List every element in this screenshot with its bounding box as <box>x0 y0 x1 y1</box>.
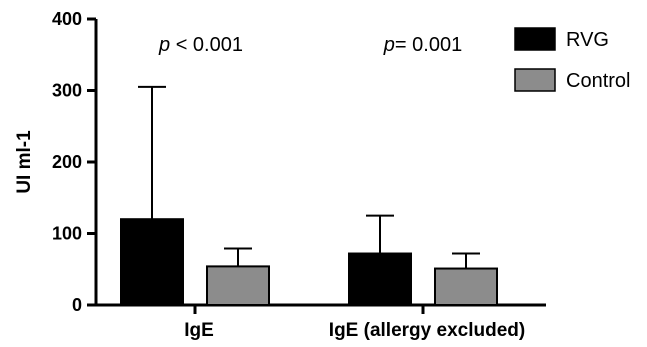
p-value-annotation: p < 0.001 <box>158 34 243 56</box>
y-axis-title: UI ml-1 <box>14 130 35 194</box>
y-axis: 0 100 200 300 400 <box>52 9 98 315</box>
bar-control-2 <box>434 267 498 307</box>
y-tick-label: 300 <box>52 81 82 101</box>
p-symbol: p <box>158 34 170 56</box>
legend-swatch-rvg <box>514 27 556 51</box>
legend: RVG Control <box>514 27 630 92</box>
bar-control-1 <box>206 265 270 307</box>
legend-label-rvg: RVG <box>566 29 609 51</box>
legend-swatch-control <box>514 68 556 92</box>
y-tick-label: 200 <box>52 152 82 172</box>
p-symbol: p <box>383 34 395 56</box>
p-value-annotation: p= 0.001 <box>383 34 462 56</box>
y-tick-label: 400 <box>52 9 82 29</box>
x-tick-label: IgE (allergy excluded) <box>329 320 525 341</box>
y-tick-label: 0 <box>72 295 82 315</box>
annotations-group: p < 0.001 p= 0.001 <box>158 34 462 56</box>
x-tick-label: IgE <box>184 320 214 341</box>
y-tick-label: 100 <box>52 224 82 244</box>
x-axis: IgE IgE (allergy excluded) <box>95 303 546 341</box>
p-value-text: < 0.001 <box>170 34 243 56</box>
bars-group <box>120 218 498 307</box>
error-bars-group <box>138 85 480 269</box>
bar-rvg-1 <box>120 218 184 306</box>
bar-rvg-2 <box>348 252 412 307</box>
legend-label-control: Control <box>566 70 630 92</box>
p-value-text: = 0.001 <box>395 34 462 56</box>
